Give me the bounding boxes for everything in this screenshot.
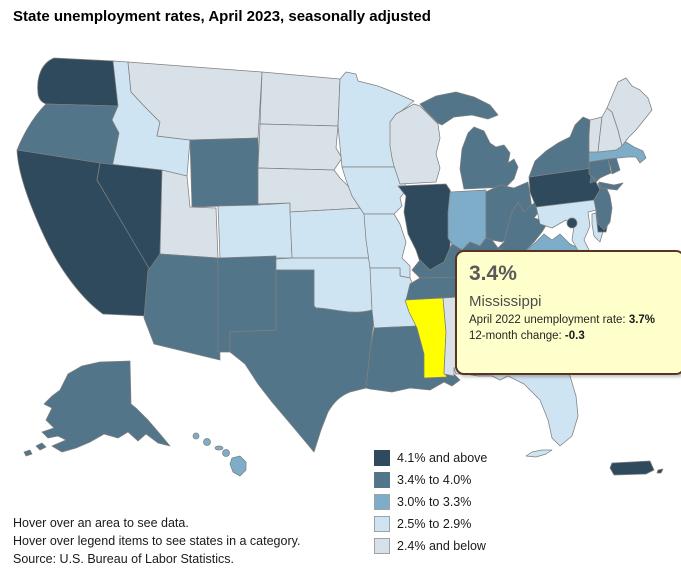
- map-legend: 4.1% and above 3.4% to 4.0% 3.0% to 3.3%…: [374, 447, 487, 557]
- state-kansas[interactable]: [289, 207, 371, 259]
- state-colorado[interactable]: [217, 202, 293, 259]
- state-michigan[interactable]: [419, 91, 519, 190]
- tooltip-change-value: -0.3: [564, 330, 585, 342]
- tooltip-state-name: Mississippi: [469, 293, 542, 310]
- state-north-dakota[interactable]: [259, 71, 341, 127]
- footer-source: Source: U.S. Bureau of Labor Statistics.: [13, 552, 234, 566]
- state-south-dakota[interactable]: [257, 123, 343, 171]
- footer-hint-hover-area: Hover over an area to see data.: [13, 516, 189, 530]
- state-california[interactable]: [16, 149, 151, 317]
- state-missouri[interactable]: [363, 213, 411, 279]
- legend-label: 4.1% and above: [397, 451, 488, 465]
- legend-swatch-light: [374, 516, 390, 532]
- state-indiana[interactable]: [447, 189, 487, 251]
- legend-item-3-4-to-4-0[interactable]: 3.4% to 4.0%: [374, 469, 487, 491]
- page-title: State unemployment rates, April 2023, se…: [13, 8, 431, 25]
- tooltip-prev-label: April 2022 unemployment rate:: [469, 314, 629, 326]
- legend-item-2-4-and-below[interactable]: 2.4% and below: [374, 535, 487, 557]
- tooltip-change-label: 12-month change:: [469, 330, 565, 342]
- state-wisconsin[interactable]: [389, 103, 441, 185]
- tooltip-prev-value: 3.7%: [628, 314, 656, 326]
- legend-item-2-5-to-2-9[interactable]: 2.5% to 2.9%: [374, 513, 487, 535]
- legend-swatch-darkest: [374, 450, 390, 466]
- tooltip-change-line: 12-month change: -0.3: [469, 330, 671, 342]
- state-washington[interactable]: [37, 57, 119, 107]
- legend-label: 3.0% to 3.3%: [397, 495, 472, 509]
- legend-label: 3.4% to 4.0%: [397, 473, 472, 487]
- legend-swatch-dark: [374, 472, 390, 488]
- tooltip-prev-rate-line: April 2022 unemployment rate: 3.7%: [469, 314, 671, 326]
- state-alaska[interactable]: [23, 360, 171, 457]
- footer-hint-hover-legend: Hover over legend items to see states in…: [13, 534, 301, 548]
- state-wyoming[interactable]: [189, 137, 261, 208]
- state-hawaii[interactable]: [192, 432, 247, 477]
- legend-label: 2.5% to 2.9%: [397, 517, 472, 531]
- map-tooltip: 3.4% Mississippi April 2022 unemployment…: [455, 250, 681, 375]
- state-district-of-columbia[interactable]: [566, 217, 578, 229]
- state-illinois[interactable]: [397, 183, 453, 271]
- state-arizona[interactable]: [143, 253, 221, 361]
- state-montana[interactable]: [127, 61, 263, 141]
- state-puerto-rico[interactable]: [609, 460, 664, 476]
- legend-label: 2.4% and below: [397, 539, 486, 553]
- footer-notes: Hover over an area to see data. Hover ov…: [13, 514, 300, 568]
- legend-swatch-palest: [374, 538, 390, 554]
- state-maine[interactable]: [606, 77, 653, 147]
- state-new-jersey[interactable]: [593, 182, 613, 231]
- tooltip-rate: 3.4%: [469, 262, 517, 285]
- state-connecticut[interactable]: [588, 158, 612, 181]
- legend-swatch-medium: [374, 494, 390, 510]
- state-new-york[interactable]: [528, 116, 624, 191]
- legend-item-3-0-to-3-3[interactable]: 3.0% to 3.3%: [374, 491, 487, 513]
- state-texas[interactable]: [229, 269, 375, 453]
- legend-item-4-1-and-above[interactable]: 4.1% and above: [374, 447, 487, 469]
